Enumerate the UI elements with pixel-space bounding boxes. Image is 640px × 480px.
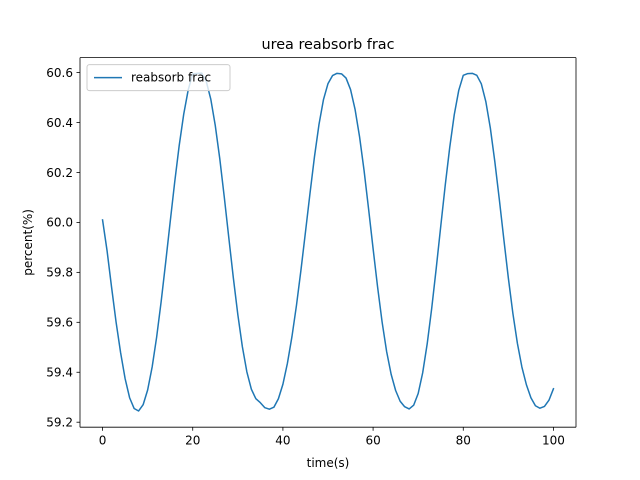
- chart-title: urea reabsorb frac: [261, 37, 394, 53]
- y-tick-label: 59.8: [46, 266, 73, 280]
- plot-area: [80, 57, 576, 428]
- series-line-0: [101, 72, 555, 412]
- y-tick-label: 59.4: [46, 366, 73, 380]
- x-axis-label: time(s): [307, 456, 350, 470]
- x-tick-label: 0: [99, 434, 107, 448]
- x-tick-label: 100: [542, 434, 565, 448]
- x-tick-label: 80: [456, 434, 471, 448]
- legend-label: reabsorb frac: [131, 71, 211, 85]
- legend: reabsorb frac: [86, 64, 231, 92]
- x-tick-label: 60: [365, 434, 380, 448]
- y-tick-label: 59.2: [46, 416, 73, 430]
- y-tick-label: 60.6: [46, 66, 73, 80]
- y-tick-label: 60.0: [46, 216, 73, 230]
- x-tick-label: 20: [185, 434, 200, 448]
- y-tick-label: 59.6: [46, 316, 73, 330]
- y-tick-label: 60.2: [46, 166, 73, 180]
- legend-frame: [86, 64, 231, 92]
- x-axis-ticks: 0 20 40 60 80 100: [99, 427, 565, 448]
- x-tick-label: 40: [275, 434, 290, 448]
- y-axis-label: percent(%): [21, 209, 35, 276]
- series-layer: [101, 72, 555, 412]
- y-axis-ticks: 59.2 59.4 59.6 59.8 60.0 60.2 60.4 60.6: [46, 66, 80, 430]
- y-tick-label: 60.4: [46, 116, 73, 130]
